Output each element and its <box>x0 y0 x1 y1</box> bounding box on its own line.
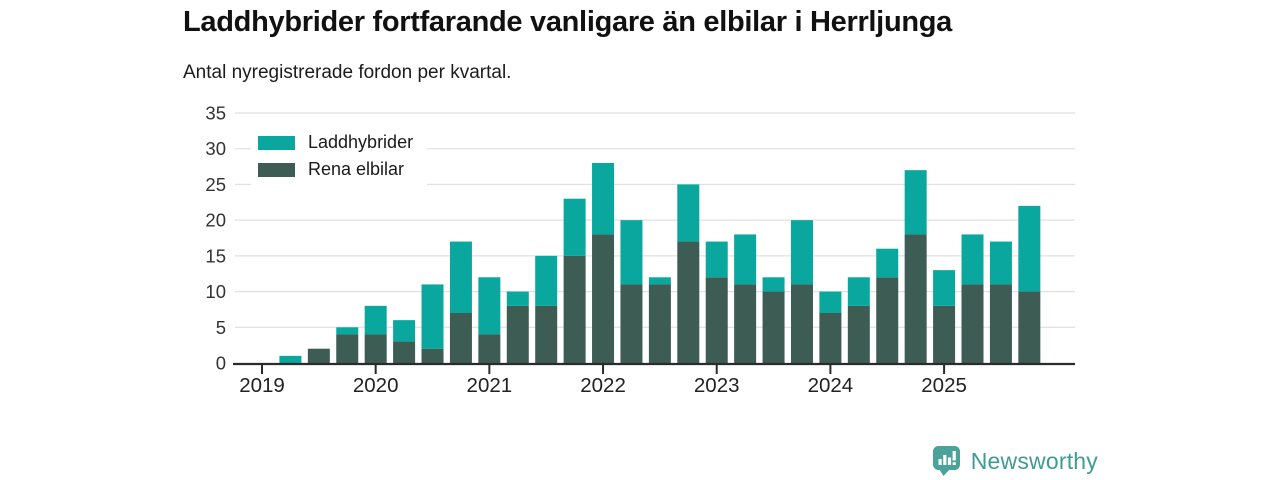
x-tick-label: 2025 <box>921 374 967 397</box>
bar-segment <box>449 241 472 313</box>
bar-segment <box>847 277 870 306</box>
bar-segment <box>734 234 757 285</box>
legend-swatch-rena-elbilar <box>258 162 295 177</box>
x-tick-label: 2023 <box>694 374 740 397</box>
bar-segment <box>648 277 671 285</box>
bar-segment <box>336 327 359 335</box>
bar-segment <box>364 334 387 363</box>
brand-footer: Newsworthy <box>932 445 1098 477</box>
bar-segment <box>677 241 700 363</box>
x-tick-label: 2019 <box>239 374 285 397</box>
bar-segment <box>762 291 785 363</box>
bar-segment <box>535 305 558 363</box>
y-tick-label: 15 <box>205 245 226 266</box>
logo-bar-1 <box>938 459 942 465</box>
y-tick-label: 5 <box>216 317 226 338</box>
bar-segment <box>847 305 870 363</box>
bar-segment <box>592 163 615 235</box>
chart-title: Laddhybrider fortfarande vanligare än el… <box>183 6 953 38</box>
bar-segment <box>904 234 927 363</box>
logo-exclaim-dot <box>952 462 956 465</box>
bar-segment <box>790 284 813 363</box>
y-tick-label: 25 <box>205 174 226 195</box>
legend-label-rena-elbilar: Rena elbilar <box>308 159 405 179</box>
chart-legend: Laddhybrider Rena elbilar <box>251 124 428 189</box>
y-tick-label: 30 <box>205 138 226 159</box>
bar-segment <box>478 334 501 363</box>
y-tick-label: 35 <box>205 102 226 123</box>
logo-bubble-tail <box>938 469 950 476</box>
bar-segment <box>449 313 472 363</box>
bar-segment <box>620 284 643 363</box>
x-tick-label: 2021 <box>467 374 513 397</box>
bar-segment <box>705 241 728 278</box>
x-tick-label: 2022 <box>580 374 626 397</box>
legend-item-rena-elbilar: Rena elbilar <box>258 156 413 183</box>
legend-label-laddhybrider: Laddhybrider <box>308 132 414 152</box>
logo-bar-2 <box>942 455 947 465</box>
bar-segment <box>762 277 785 292</box>
y-tick-label: 20 <box>205 210 226 231</box>
bar-segment <box>734 284 757 363</box>
logo-exclaim-stem <box>952 451 956 461</box>
bar-segment <box>563 198 586 256</box>
bar-segment <box>876 277 899 363</box>
bar-segment <box>279 355 302 363</box>
bar-segment <box>961 284 984 363</box>
bar-segment <box>592 234 615 363</box>
x-tick-label: 2020 <box>353 374 399 397</box>
bar-segment <box>1018 291 1041 363</box>
bar-segment <box>506 305 529 363</box>
bar-segment <box>819 291 842 313</box>
y-tick-label: 10 <box>205 281 226 302</box>
bar-segment <box>421 284 444 349</box>
brand-name: Newsworthy <box>970 447 1098 474</box>
legend-item-laddhybrider: Laddhybrider <box>258 129 413 156</box>
bar-segment <box>421 348 444 363</box>
logo-bubble <box>932 446 960 470</box>
bar-segment <box>535 255 558 306</box>
bar-segment <box>620 220 643 285</box>
bar-segment <box>989 284 1012 363</box>
legend-swatch-laddhybrider <box>258 135 295 150</box>
bar-segment <box>393 341 416 363</box>
logo-bar-3 <box>947 457 951 465</box>
bar-segment <box>989 241 1012 285</box>
bar-segment <box>790 220 813 285</box>
y-tick-label: 0 <box>216 352 226 373</box>
bar-segment <box>648 284 671 363</box>
bar-segment <box>904 170 927 235</box>
x-tick-label: 2024 <box>808 374 854 397</box>
bar-segment <box>393 320 416 342</box>
bar-segment <box>961 234 984 285</box>
bar-segment <box>677 184 700 242</box>
bar-segment <box>1018 205 1041 292</box>
bar-segment <box>819 313 842 363</box>
bar-segment <box>705 277 728 363</box>
bar-segment <box>478 277 501 335</box>
bar-segment <box>364 305 387 335</box>
newsworthy-logo-icon <box>932 446 960 476</box>
chart-subtitle: Antal nyregistrerade fordon per kvartal. <box>183 62 512 83</box>
bar-segment <box>307 348 330 363</box>
bar-segment <box>933 305 956 363</box>
bar-segment <box>876 248 899 278</box>
bar-segment <box>933 270 956 306</box>
bar-segment <box>336 334 359 363</box>
bar-segment <box>506 291 529 306</box>
bar-segment <box>563 255 586 363</box>
